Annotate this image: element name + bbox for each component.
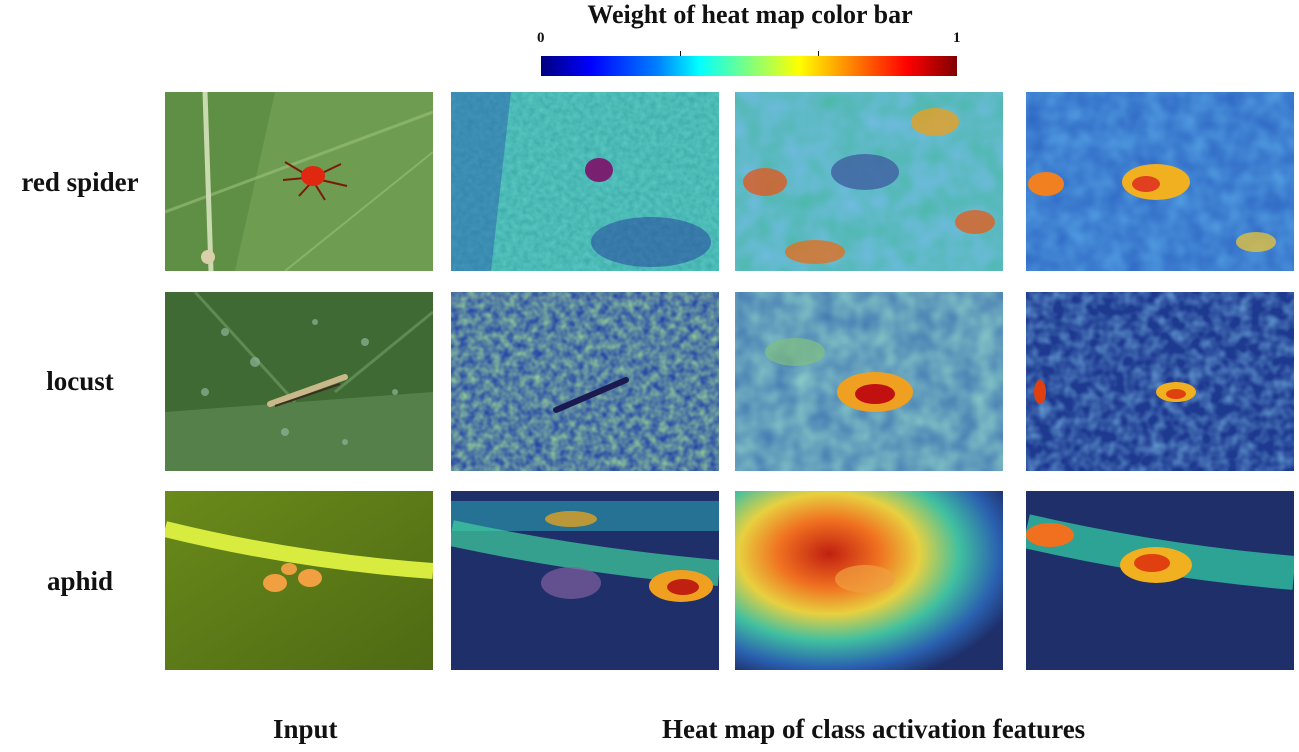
row-label-locust: locust	[46, 366, 114, 396]
input-image-locust	[165, 292, 433, 471]
heatmap-column-label: Heat map of class activation features	[662, 714, 1086, 744]
heatmap-aphid-3	[1026, 491, 1294, 670]
colorbar-gradient	[541, 56, 957, 76]
colorbar-tick	[680, 51, 681, 57]
colorbar-min-label: 0	[537, 30, 545, 46]
row-label-aphid: aphid	[46, 566, 114, 596]
heatmap-red-spider-2	[735, 92, 1003, 271]
row-label-red-spider: red spider	[21, 167, 139, 197]
input-image-aphid	[165, 491, 433, 670]
colorbar-title: Weight of heat map color bar	[587, 0, 913, 29]
heatmap-red-spider-3	[1026, 92, 1294, 271]
heatmap-aphid-1	[451, 491, 719, 670]
colorbar-tick	[818, 51, 819, 57]
input-image-red-spider	[165, 92, 433, 271]
colorbar-max-label: 1	[953, 30, 961, 46]
heatmap-locust-3	[1026, 292, 1294, 471]
heatmap-aphid-2	[735, 491, 1003, 670]
heatmap-locust-2	[735, 292, 1003, 471]
heatmap-locust-1	[451, 292, 719, 471]
input-column-label: Input	[273, 714, 338, 744]
heatmap-red-spider-1	[451, 92, 719, 271]
